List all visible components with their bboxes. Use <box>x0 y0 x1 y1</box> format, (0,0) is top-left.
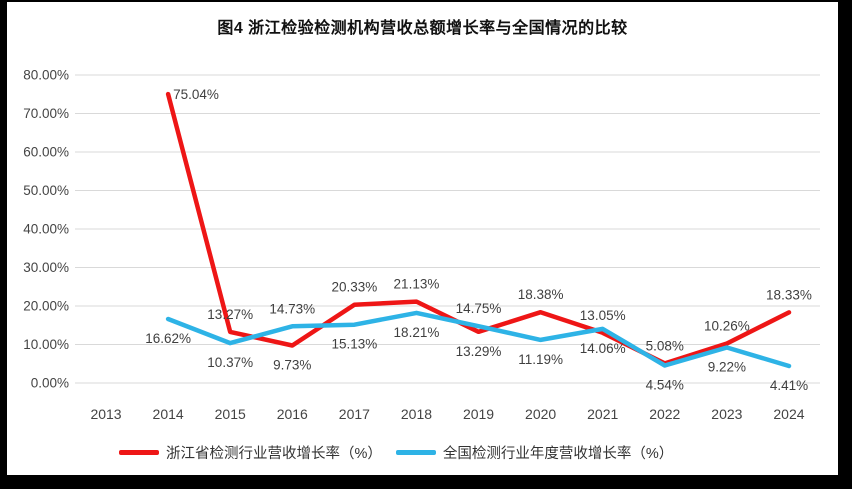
data-point-label-zhejiang: 9.73% <box>273 358 311 373</box>
legend-item-zhejiang: 浙江省检测行业营收增长率（%） <box>119 442 382 463</box>
data-point-label-national: 9.22% <box>708 360 746 375</box>
data-point-label-zhejiang: 10.26% <box>704 318 750 333</box>
x-tick-label: 2022 <box>649 406 680 422</box>
y-tick-label: 80.00% <box>23 68 69 83</box>
data-point-label-national: 11.19% <box>518 352 563 367</box>
data-point-label-zhejiang: 13.05% <box>580 308 626 323</box>
data-point-label-national: 10.37% <box>207 355 253 370</box>
y-tick-label: 30.00% <box>23 260 69 275</box>
x-tick-label: 2017 <box>339 406 370 422</box>
x-tick-label: 2015 <box>215 406 246 422</box>
line-chart: 0.00% 10.00% 20.00% 30.00% 40.00% 50.00% 60.00… <box>23 68 820 422</box>
x-tick-label: 2018 <box>401 406 432 422</box>
x-tick-label: 2013 <box>90 406 121 422</box>
data-point-label-zhejiang: 21.13% <box>394 277 440 292</box>
x-tick-label: 2016 <box>277 406 308 422</box>
y-tick-label: 40.00% <box>23 222 69 237</box>
legend-item-national: 全国检测行业年度营收增长率（%） <box>395 442 674 463</box>
x-tick-label: 2024 <box>773 406 804 422</box>
y-tick-label: 10.00% <box>23 337 69 352</box>
x-tick-label: 2021 <box>587 406 618 422</box>
data-point-label-zhejiang: 20.33% <box>331 280 377 295</box>
data-point-label-zhejiang: 13.27% <box>207 307 253 322</box>
data-point-label-zhejiang: 18.38% <box>518 287 564 302</box>
chart-title: 图4 浙江检验检测机构营收总额增长率与全国情况的比较 <box>217 20 628 37</box>
series-line-zhejiang <box>165 91 792 366</box>
series-line-national <box>165 310 792 369</box>
y-tick-label: 0.00% <box>31 376 69 391</box>
x-tick-label: 2023 <box>711 406 742 422</box>
data-point-label-national: 14.06% <box>580 341 626 356</box>
data-point-label-national: 16.62% <box>145 331 191 346</box>
x-tick-label: 2014 <box>153 406 184 422</box>
y-tick-label: 20.00% <box>23 299 69 314</box>
data-point-label-national: 15.13% <box>331 337 377 352</box>
data-point-label-zhejiang: 13.29% <box>456 344 502 359</box>
x-tick-label: 2020 <box>525 406 556 422</box>
data-point-label-national: 4.41% <box>770 378 808 393</box>
y-tick-label: 70.00% <box>23 106 69 121</box>
legend-label-zhejiang: 浙江省检测行业营收增长率（%） <box>166 446 382 462</box>
x-tick-label: 2019 <box>463 406 494 422</box>
data-point-label-national: 4.54% <box>646 378 684 393</box>
data-point-label-zhejiang: 75.04% <box>173 87 219 102</box>
data-point-label-national: 14.75% <box>456 301 502 316</box>
legend-line-swatch-red <box>119 450 159 455</box>
y-tick-label: 50.00% <box>23 183 69 198</box>
chart-area: 图4 浙江检验检测机构营收总额增长率与全国情况的比较 0.00% 10.00% 20… <box>7 2 838 475</box>
legend-label-national: 全国检测行业年度营收增长率（%） <box>442 446 674 462</box>
data-point-label-zhejiang: 18.33% <box>766 287 812 302</box>
data-point-label-national: 14.73% <box>269 301 315 316</box>
legend-line-swatch-blue <box>395 450 436 455</box>
y-tick-label: 60.00% <box>23 145 69 160</box>
data-point-label-national: 18.21% <box>394 325 440 340</box>
data-point-label-zhejiang: 5.08% <box>646 338 684 353</box>
legend: 浙江省检测行业营收增长率（%） 全国检测行业年度营收增长率（%） <box>119 442 673 463</box>
